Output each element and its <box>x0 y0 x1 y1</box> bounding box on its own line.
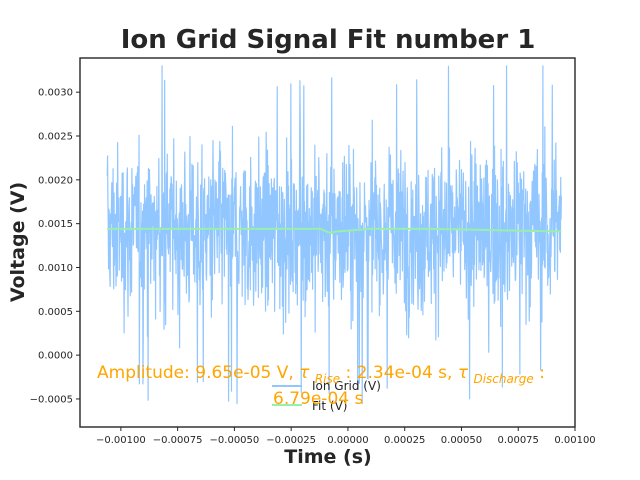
fit-line <box>107 227 562 234</box>
x-axis-label: Time (s) <box>284 446 371 468</box>
annotation-rise-subscript: Rise <box>315 372 340 386</box>
y-tick-label: 0.0015 <box>38 219 73 230</box>
annotation-amplitude: Amplitude: 9.65e-05 V, <box>97 363 299 383</box>
x-tick-label: 0.00100 <box>554 435 595 446</box>
legend-label-fit: Fit (V) <box>312 399 347 413</box>
y-tick-label: 0.0005 <box>38 307 73 318</box>
ion-grid-series <box>106 65 562 405</box>
annotation-colon: : <box>539 363 545 383</box>
fit-annotation-line-1: Amplitude: 9.65e-05 V, τ Rise : 2.34e-04… <box>97 363 545 388</box>
annotation-rise-value: : 2.34e-04 s, <box>346 363 458 383</box>
fit-series <box>107 227 562 234</box>
annotation-tau-discharge: τ <box>458 363 469 383</box>
x-axis-ticks: −0.00100 −0.00075 −0.00050 −0.00025 0.00000 0… <box>96 427 596 446</box>
annotation-tau-rise: τ <box>299 363 310 383</box>
y-tick-label: 0.0020 <box>38 175 73 186</box>
legend-label-ion-grid: Ion Grid (V) <box>312 379 381 393</box>
annotation-discharge-subscript: Discharge <box>473 372 533 386</box>
x-tick-label: −0.00050 <box>210 435 260 446</box>
y-tick-label: 0.0025 <box>38 132 73 143</box>
y-tick-label: 0.0000 <box>38 351 73 362</box>
plot-frame <box>79 57 576 428</box>
y-tick-label: 0.0010 <box>38 263 73 274</box>
fit-annotation-line-2: 6.79e-04 s <box>273 389 363 409</box>
y-tick-label: 0.0030 <box>38 88 73 99</box>
legend: Ion Grid (V) Fit (V) <box>272 379 381 413</box>
x-tick-label: −0.00100 <box>96 435 146 446</box>
y-axis-ticks: −0.0005 0.0000 0.0005 0.0010 0.0015 0.0020 0.0… <box>30 88 80 405</box>
x-tick-label: 0.00050 <box>441 435 482 446</box>
x-tick-label: 0.00000 <box>327 435 368 446</box>
chart-title: Ion Grid Signal Fit number 1 <box>121 25 536 55</box>
ion-grid-line <box>106 65 562 405</box>
y-tick-label: −0.0005 <box>30 394 73 405</box>
x-tick-label: 0.00075 <box>498 435 539 446</box>
x-tick-label: 0.00025 <box>384 435 425 446</box>
x-tick-label: −0.00025 <box>266 435 316 446</box>
x-tick-label: −0.00075 <box>153 435 203 446</box>
y-axis-label: Voltage (V) <box>7 182 29 302</box>
